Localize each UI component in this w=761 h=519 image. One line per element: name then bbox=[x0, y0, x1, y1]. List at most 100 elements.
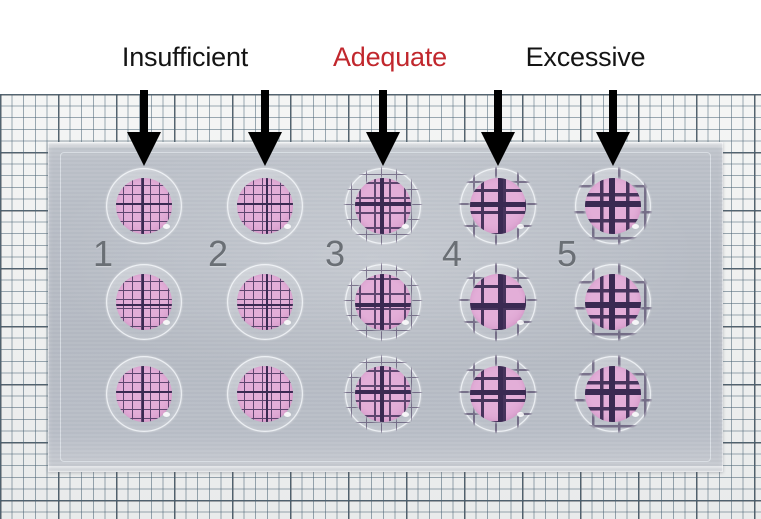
arrow-shaft bbox=[140, 90, 148, 132]
droplet-center-crosshair bbox=[355, 274, 411, 330]
blood-droplet bbox=[585, 274, 641, 330]
crosshair-horizontal bbox=[585, 201, 641, 207]
well-4-2 bbox=[450, 254, 546, 350]
crosshair-horizontal bbox=[116, 390, 172, 394]
droplet-highlight bbox=[162, 223, 170, 229]
droplet-highlight bbox=[631, 319, 639, 325]
arrow-4 bbox=[481, 90, 515, 166]
well-5-3 bbox=[565, 346, 661, 442]
crosshair-vertical bbox=[141, 274, 145, 330]
arrow-head-icon bbox=[127, 132, 161, 166]
droplet-highlight bbox=[401, 319, 409, 325]
well-1-2 bbox=[106, 264, 182, 340]
blood-droplet bbox=[470, 366, 526, 422]
crosshair-horizontal bbox=[116, 202, 172, 206]
blood-droplet bbox=[116, 366, 172, 422]
droplet-highlight bbox=[516, 223, 524, 229]
droplet-highlight bbox=[631, 223, 639, 229]
crosshair-vertical bbox=[497, 274, 503, 330]
droplet-center-crosshair bbox=[355, 366, 411, 422]
blood-droplet bbox=[470, 274, 526, 330]
droplet-highlight bbox=[401, 411, 409, 417]
arrow-shaft bbox=[494, 90, 502, 132]
droplet-center-crosshair bbox=[237, 366, 293, 422]
droplet-highlight bbox=[283, 223, 291, 229]
crosshair-vertical bbox=[141, 178, 145, 234]
crosshair-vertical bbox=[265, 178, 269, 234]
blood-droplet bbox=[585, 178, 641, 234]
blood-droplet bbox=[355, 366, 411, 422]
blood-droplet bbox=[585, 366, 641, 422]
crosshair-vertical bbox=[380, 178, 384, 234]
blood-droplet bbox=[237, 274, 293, 330]
droplet-center-crosshair bbox=[585, 366, 641, 422]
droplet-highlight bbox=[283, 319, 291, 325]
crosshair-horizontal bbox=[355, 202, 411, 206]
droplet-center-crosshair bbox=[585, 178, 641, 234]
arrow-shaft bbox=[379, 90, 387, 132]
crosshair-horizontal bbox=[116, 303, 172, 307]
crosshair-horizontal bbox=[470, 389, 526, 395]
droplet-center-crosshair bbox=[116, 274, 172, 330]
crosshair-vertical bbox=[380, 366, 384, 422]
crosshair-horizontal bbox=[237, 303, 293, 307]
specimen-photograph: 1 2 3 4 5 bbox=[0, 94, 761, 519]
droplet-highlight bbox=[162, 319, 170, 325]
crosshair-horizontal bbox=[470, 302, 526, 308]
arrow-shaft bbox=[261, 90, 269, 132]
column-number-1: 1 bbox=[93, 233, 114, 274]
arrow-1 bbox=[127, 90, 161, 166]
droplet-center-crosshair bbox=[116, 178, 172, 234]
crosshair-horizontal bbox=[355, 303, 411, 307]
blood-droplet bbox=[237, 178, 293, 234]
label-insufficient-line1: Insufficient bbox=[121, 42, 249, 72]
droplet-center-crosshair bbox=[355, 178, 411, 234]
blood-droplet bbox=[470, 178, 526, 234]
blood-droplet bbox=[355, 274, 411, 330]
column-number-4: 4 bbox=[442, 233, 463, 274]
crosshair-horizontal bbox=[585, 302, 641, 308]
label-excessive-line1: Excessive bbox=[525, 42, 646, 72]
droplet-grid-pattern bbox=[237, 274, 293, 330]
crosshair-vertical bbox=[141, 366, 145, 422]
droplet-grid-pattern bbox=[237, 366, 293, 422]
crosshair-vertical bbox=[265, 366, 269, 422]
blood-droplet bbox=[116, 178, 172, 234]
arrow-head-icon bbox=[248, 132, 282, 166]
crosshair-horizontal bbox=[237, 202, 293, 206]
well-1-3 bbox=[106, 356, 182, 432]
droplet-center-crosshair bbox=[470, 178, 526, 234]
droplet-center-crosshair bbox=[585, 274, 641, 330]
well-5-1 bbox=[565, 158, 661, 254]
arrow-shaft bbox=[609, 90, 617, 132]
label-adequate-line1: Adequate bbox=[332, 42, 447, 72]
crosshair-horizontal bbox=[585, 389, 641, 395]
well-1-1 bbox=[106, 168, 182, 244]
well-3-2 bbox=[335, 254, 431, 350]
column-number-5: 5 bbox=[557, 233, 578, 274]
arrow-3 bbox=[366, 90, 400, 166]
droplet-highlight bbox=[401, 223, 409, 229]
column-number-3: 3 bbox=[325, 233, 346, 274]
arrow-head-icon bbox=[481, 132, 515, 166]
droplet-highlight bbox=[162, 411, 170, 417]
droplet-highlight bbox=[516, 319, 524, 325]
droplet-center-crosshair bbox=[237, 274, 293, 330]
well-2-2 bbox=[227, 264, 303, 340]
droplet-center-crosshair bbox=[116, 366, 172, 422]
well-2-1 bbox=[227, 168, 303, 244]
blood-droplet bbox=[116, 274, 172, 330]
crosshair-horizontal bbox=[470, 201, 526, 207]
droplet-highlight bbox=[283, 411, 291, 417]
well-3-3 bbox=[335, 346, 431, 442]
well-4-1 bbox=[450, 158, 546, 254]
droplet-center-crosshair bbox=[470, 366, 526, 422]
crosshair-horizontal bbox=[355, 390, 411, 394]
well-5-2 bbox=[565, 254, 661, 350]
arrow-5 bbox=[596, 90, 630, 166]
column-number-2: 2 bbox=[208, 233, 229, 274]
droplet-grid-pattern bbox=[237, 178, 293, 234]
droplet-center-crosshair bbox=[237, 178, 293, 234]
slide-bottom-bevel bbox=[48, 466, 723, 472]
